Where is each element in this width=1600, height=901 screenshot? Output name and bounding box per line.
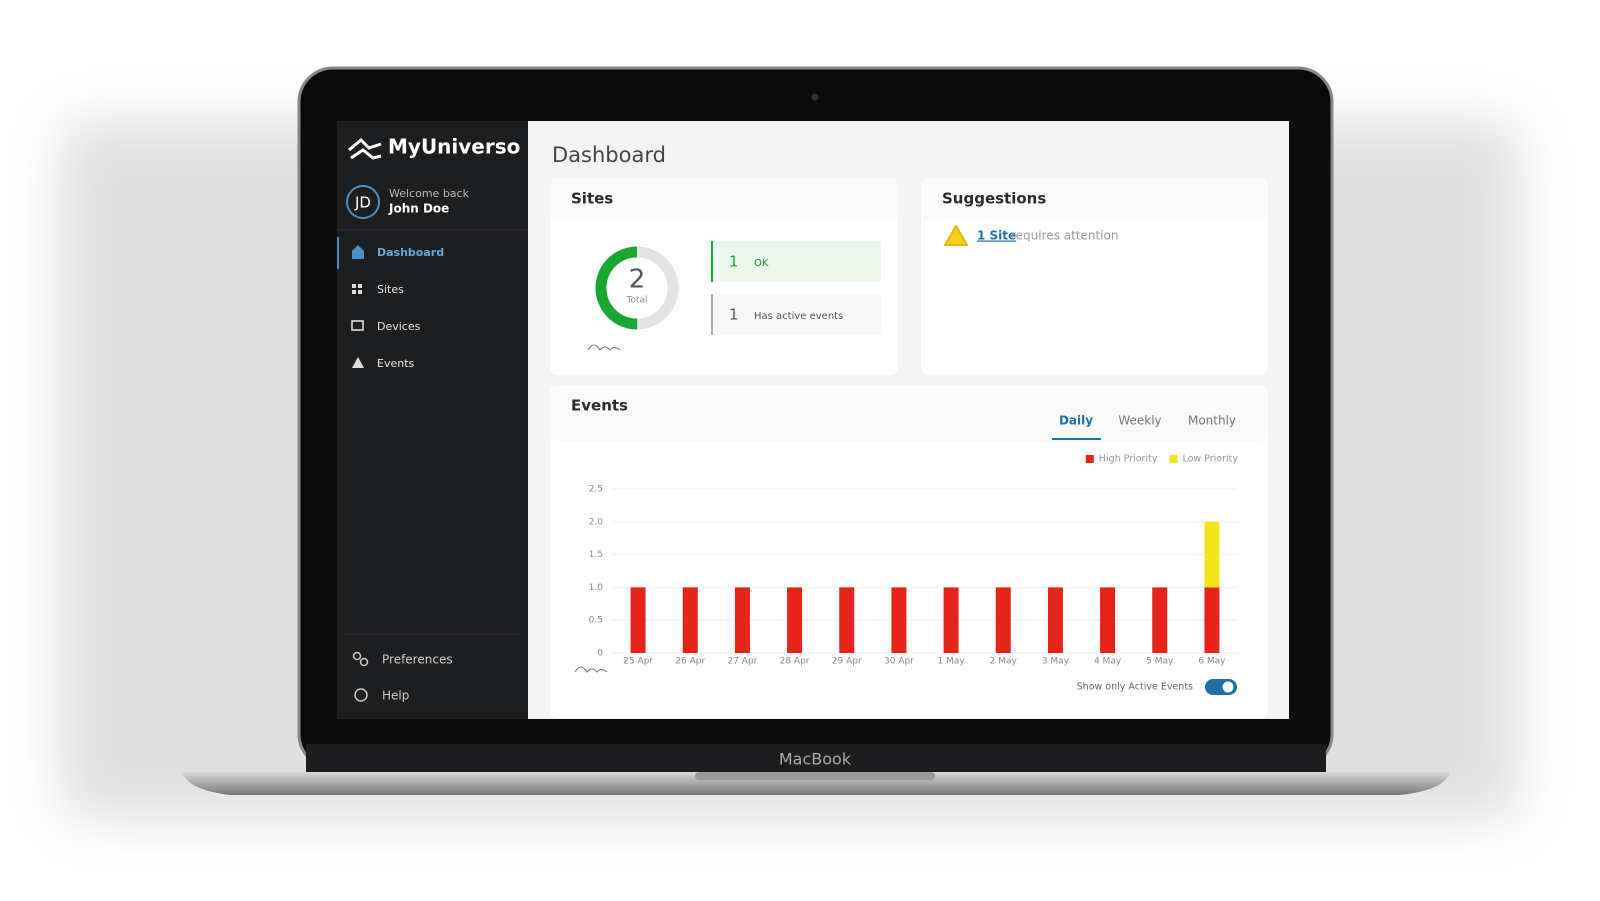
x-tick-label: 28 Apr xyxy=(780,657,810,667)
footer-icon xyxy=(359,657,369,667)
donut-segment xyxy=(595,246,679,330)
status-label: OK xyxy=(754,258,769,269)
status-row xyxy=(711,294,881,335)
card-header xyxy=(921,178,1268,220)
events-chart: 0 0.5 1.0 1.5 2.0 2.5 Low Priority High Priorit… xyxy=(589,454,1239,667)
y-tick-label: 2.0 xyxy=(589,517,604,527)
card-header xyxy=(550,385,1268,441)
suggestion-link[interactable]: 1 Site xyxy=(977,229,1016,243)
logo xyxy=(348,137,382,160)
card-header xyxy=(550,178,898,220)
legend-label: Low Priority xyxy=(1182,454,1238,465)
bar xyxy=(839,587,855,653)
status-row xyxy=(711,241,881,282)
nav-icon xyxy=(352,245,364,259)
footer-item[interactable]: Help xyxy=(382,689,409,703)
status-label: Has active events xyxy=(754,311,843,322)
avatar-initials: JD xyxy=(354,194,371,212)
bar xyxy=(891,587,907,653)
sparkline-icon xyxy=(587,344,621,351)
nav-icon xyxy=(352,290,356,294)
toggle-knob xyxy=(1222,681,1234,693)
donut-label: Total xyxy=(625,296,647,306)
laptop-base xyxy=(182,772,1450,795)
bar xyxy=(630,587,646,653)
welcome: Welcome back xyxy=(389,187,470,200)
status-count: 1 xyxy=(729,253,739,271)
events-card xyxy=(550,385,1268,718)
nav-icon xyxy=(352,357,364,368)
legend-swatch xyxy=(1169,455,1178,463)
nav-item[interactable]: Devices xyxy=(377,320,421,333)
camera xyxy=(811,93,819,101)
nav-icon xyxy=(351,320,364,331)
suggestion-text: requires attention xyxy=(1011,229,1118,243)
x-tick-label: 3 May xyxy=(1042,657,1070,667)
device-label: MacBook xyxy=(779,750,852,769)
x-tick-label: 2 May xyxy=(990,657,1018,667)
sidebar xyxy=(337,121,528,719)
donut xyxy=(595,246,679,330)
y-tick-label: 0 xyxy=(597,649,603,659)
bar xyxy=(682,587,698,653)
y-tick-label: 1.0 xyxy=(589,583,604,593)
legend-swatch xyxy=(1085,455,1094,463)
y-tick-label: 0.5 xyxy=(589,616,603,626)
card-title: Suggestions xyxy=(942,190,1046,208)
bar xyxy=(1204,521,1220,588)
bar xyxy=(1152,587,1168,653)
nav-icon xyxy=(358,284,362,288)
x-tick-label: 26 Apr xyxy=(675,657,705,667)
brand: MyUniverso xyxy=(388,135,520,159)
user-name: John Doe xyxy=(388,202,449,216)
nav-item[interactable]: Events xyxy=(377,357,415,370)
x-tick-label: 25 Apr xyxy=(623,657,653,667)
card-title: Sites xyxy=(571,190,613,208)
footer-item[interactable]: Preferences xyxy=(382,653,453,667)
nav-item[interactable]: Dashboard xyxy=(377,246,444,259)
x-tick-label: 4 May xyxy=(1094,657,1122,667)
bar xyxy=(995,587,1011,653)
x-tick-label: 6 May xyxy=(1198,657,1226,667)
active-indicator xyxy=(337,237,339,269)
nav-item[interactable]: Sites xyxy=(377,283,404,296)
bar xyxy=(943,587,959,653)
bar xyxy=(1100,587,1116,653)
hinge xyxy=(306,744,1326,772)
warning-icon xyxy=(944,225,968,246)
bar xyxy=(787,587,803,653)
tab-indicator xyxy=(1052,438,1101,440)
nav-icon xyxy=(358,290,362,294)
tab[interactable]: Weekly xyxy=(1118,414,1161,428)
status-accent xyxy=(711,241,713,282)
x-tick-label: 1 May xyxy=(937,657,965,667)
notch xyxy=(695,772,935,780)
avatar[interactable] xyxy=(346,185,380,219)
y-tick-label: 1.5 xyxy=(589,550,603,560)
toggle-label: Show only Active Events xyxy=(1077,682,1193,693)
bar xyxy=(1204,587,1220,653)
tab[interactable]: Daily xyxy=(1059,414,1093,428)
footer-icon xyxy=(352,651,362,661)
legend-label: High Priority xyxy=(1099,454,1158,465)
status-count: 1 xyxy=(729,306,739,324)
x-tick-label: 5 May xyxy=(1146,657,1174,667)
tab[interactable]: Monthly xyxy=(1188,414,1236,428)
nav-icon xyxy=(352,284,356,288)
bar xyxy=(734,587,750,653)
x-tick-label: 29 Apr xyxy=(832,657,862,667)
bar xyxy=(1047,587,1063,653)
card-title: Events xyxy=(571,397,628,415)
x-tick-label: 27 Apr xyxy=(727,657,757,667)
x-tick-label: 30 Apr xyxy=(884,657,914,667)
page-title: Dashboard xyxy=(552,143,666,167)
status-accent xyxy=(711,294,713,335)
sparkline-icon xyxy=(574,666,608,673)
footer-icon xyxy=(354,688,368,702)
y-tick-label: 2.5 xyxy=(589,485,603,495)
donut-total: 2 xyxy=(629,265,646,295)
suggestions-card xyxy=(921,178,1268,375)
